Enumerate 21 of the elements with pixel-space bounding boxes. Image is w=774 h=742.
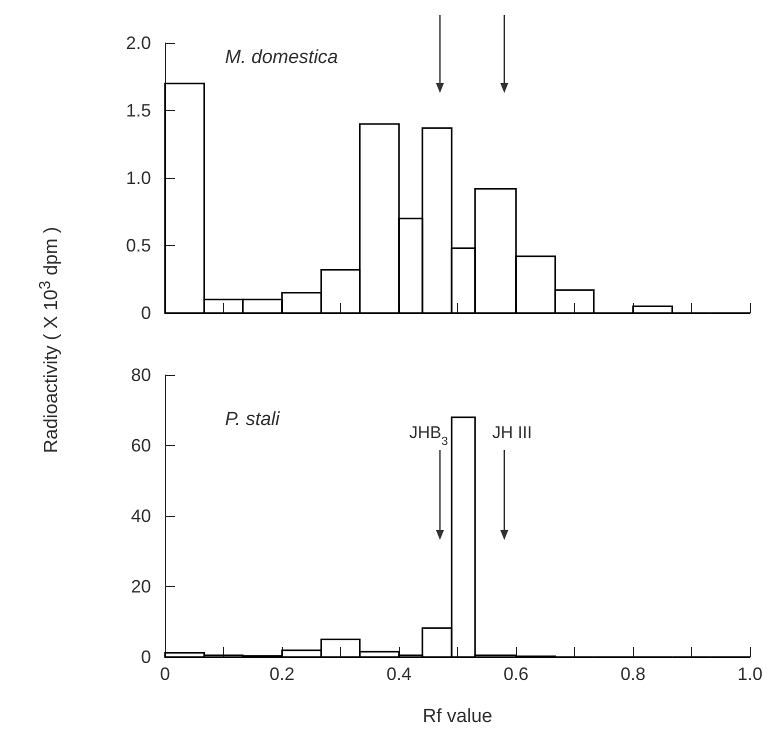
x-tick-label: 0.6 bbox=[503, 664, 529, 684]
y-tick-label: 60 bbox=[130, 436, 151, 456]
y-tick-label: 0.5 bbox=[126, 236, 151, 256]
y-tick-label: 2.0 bbox=[126, 33, 151, 53]
ref-line-label: JHB$_{3}$ bbox=[409, 423, 448, 448]
x-tick-label: 0 bbox=[160, 664, 170, 684]
x-axis-title: Rf value bbox=[422, 706, 492, 727]
ref-line-label: JH III bbox=[492, 423, 532, 442]
annotation: P. stali bbox=[225, 409, 280, 430]
y-tick-label: 20 bbox=[130, 576, 151, 596]
x-tick-label: 0.8 bbox=[620, 664, 646, 684]
y-tick-label: 1.5 bbox=[126, 100, 151, 120]
y-tick-label: 1.0 bbox=[126, 168, 151, 188]
y-tick-label: 80 bbox=[130, 365, 151, 385]
y-tick-label: 0 bbox=[140, 303, 151, 323]
y-tick-label: 40 bbox=[130, 506, 151, 526]
x-tick-label: 0.2 bbox=[269, 664, 295, 684]
x-tick-label: 0.4 bbox=[386, 664, 412, 684]
x-tick-label: 1.0 bbox=[737, 664, 763, 684]
y-tick-label: 0 bbox=[140, 647, 151, 667]
annotation: M. domestica bbox=[225, 47, 338, 68]
